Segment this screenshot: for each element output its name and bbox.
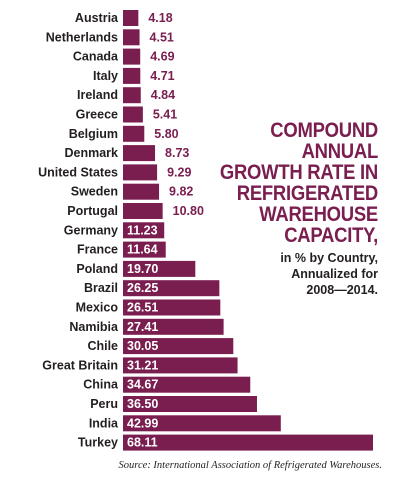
title-line: REFRIGERATED (236, 182, 379, 205)
value-label: 26.51 (127, 301, 158, 315)
category-label: Great Britain (42, 358, 118, 372)
bar (123, 10, 139, 26)
value-label: 68.11 (127, 436, 158, 450)
bar (123, 203, 163, 219)
category-label: Austria (75, 11, 119, 25)
value-label: 4.51 (150, 30, 174, 44)
bar (123, 48, 141, 65)
subtitle-line: 2008—2014. (306, 283, 378, 297)
value-label: 42.99 (127, 416, 158, 430)
value-label: 30.05 (127, 339, 158, 353)
title-line: COMPOUND (270, 119, 378, 142)
value-label: 11.64 (127, 243, 158, 257)
bar (123, 164, 158, 181)
bar (123, 376, 251, 393)
category-label: Italy (93, 69, 118, 83)
bar (123, 396, 257, 412)
value-label: 34.67 (127, 378, 158, 392)
bar (123, 415, 281, 432)
category-label: Denmark (65, 146, 119, 160)
title-line: WAREHOUSE (259, 203, 378, 226)
bar (123, 318, 224, 335)
category-label: Belgium (69, 127, 118, 141)
subtitle-line: Annualized for (291, 267, 378, 281)
chart-subtitle: in % by Country, Annualized for 2008—201… (188, 250, 378, 298)
source-note: Source: International Association of Ref… (118, 460, 382, 471)
category-label: Turkey (78, 436, 118, 450)
value-label: 8.73 (165, 146, 189, 160)
bar (123, 357, 238, 374)
category-label: Poland (76, 262, 118, 276)
category-label: Peru (90, 397, 118, 411)
bar (123, 145, 156, 162)
value-label: 5.41 (153, 108, 177, 122)
bar (123, 87, 141, 104)
category-label: France (77, 243, 118, 257)
bar (123, 299, 221, 316)
bar (123, 125, 145, 142)
title-line: CAPACITY, (284, 224, 378, 247)
category-label: Sweden (71, 185, 118, 199)
value-label: 19.70 (127, 262, 158, 276)
category-label: United States (38, 165, 118, 179)
chart-title: COMPOUND ANNUAL GROWTH RATE IN REFRIGERA… (188, 120, 378, 298)
value-label: 5.80 (154, 127, 178, 141)
category-label: Ireland (77, 88, 118, 102)
value-label: 36.50 (127, 397, 158, 411)
value-label: 4.71 (150, 69, 174, 83)
category-label: Canada (73, 50, 119, 64)
category-label: Chile (87, 339, 118, 353)
value-label: 26.25 (127, 281, 158, 295)
subtitle-line: in % by Country, (280, 251, 378, 265)
category-label: China (83, 378, 119, 392)
value-label: 4.69 (150, 50, 174, 64)
category-label: Namibia (69, 320, 119, 334)
category-label: Brazil (84, 281, 118, 295)
bar (123, 434, 373, 451)
category-label: Mexico (76, 301, 119, 315)
value-label: 31.21 (127, 358, 158, 372)
title-line: GROWTH RATE IN (219, 161, 378, 184)
value-label: 11.23 (127, 223, 158, 237)
bar (123, 241, 166, 258)
category-label: Greece (76, 108, 118, 122)
value-label: 9.29 (167, 165, 191, 179)
value-label: 10.80 (173, 204, 204, 218)
bar (123, 280, 220, 297)
bar (123, 338, 234, 355)
value-label: 4.18 (148, 11, 172, 25)
value-label: 4.84 (151, 88, 175, 102)
bar (123, 183, 160, 200)
value-label: 27.41 (127, 320, 158, 334)
value-label: 9.82 (169, 185, 193, 199)
category-label: India (89, 416, 119, 430)
title-line: ANNUAL (301, 140, 379, 163)
bar (123, 67, 141, 84)
bar (123, 260, 196, 277)
category-label: Netherlands (46, 30, 118, 44)
category-label: Portugal (67, 204, 118, 218)
bar (123, 106, 143, 123)
category-label: Germany (64, 223, 118, 237)
bar (123, 29, 140, 46)
bar (123, 222, 165, 239)
